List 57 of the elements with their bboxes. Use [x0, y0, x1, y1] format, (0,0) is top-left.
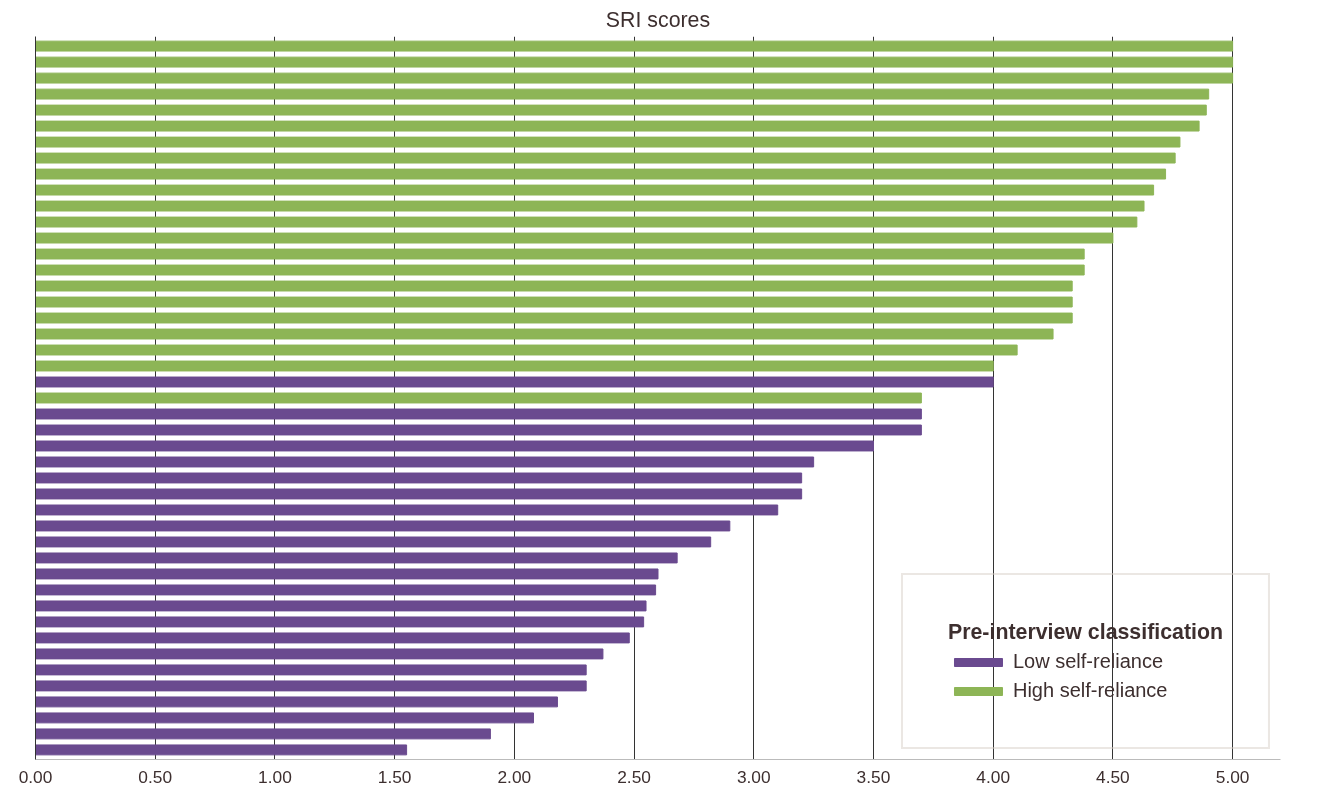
bar: [35, 472, 803, 484]
bar: [35, 120, 1200, 132]
bar: [35, 248, 1085, 260]
x-tick-label: 3.00: [736, 766, 771, 787]
x-tick-label: 5.00: [1215, 766, 1250, 787]
bar: [35, 680, 587, 692]
x-tick-label: 4.00: [976, 766, 1011, 787]
bar: [35, 712, 534, 724]
x-tick-label: 0.50: [138, 766, 173, 787]
bar: [35, 152, 1176, 164]
bar: [35, 584, 657, 596]
bar: [35, 408, 922, 420]
bar: [35, 424, 922, 436]
bar: [35, 664, 587, 676]
bar: [35, 72, 1234, 84]
bar: [35, 552, 678, 564]
x-tick-label: 2.00: [497, 766, 532, 787]
bar: [35, 232, 1114, 244]
bar: [35, 168, 1167, 180]
bar: [35, 56, 1234, 68]
bar: [35, 328, 1054, 340]
bar: [35, 616, 645, 628]
bar: [35, 40, 1234, 52]
x-tick-label: 1.00: [258, 766, 292, 787]
bar: [35, 536, 712, 548]
bar: [35, 728, 491, 740]
bar: [35, 360, 994, 372]
bar: [35, 200, 1145, 212]
bar: [35, 696, 558, 708]
bar: [35, 648, 604, 660]
bar: [35, 632, 630, 644]
bar: [35, 600, 647, 612]
bar: [35, 296, 1073, 308]
bar: [35, 264, 1085, 276]
bar: [35, 392, 922, 404]
bar: [35, 568, 659, 580]
x-tick-label: 3.50: [856, 766, 891, 787]
bar: [35, 104, 1207, 116]
x-tick-label: 2.50: [617, 766, 651, 787]
bar: [35, 504, 779, 516]
bar: [35, 136, 1181, 148]
bar: [35, 456, 815, 468]
bar: [35, 344, 1018, 356]
bar: [35, 744, 408, 756]
bar: [35, 216, 1138, 228]
x-tick-label: 1.50: [377, 766, 412, 787]
bar: [35, 440, 874, 452]
bar: [35, 88, 1210, 100]
bar: [35, 488, 803, 500]
x-tick-label: 0.00: [18, 766, 53, 787]
bar: [35, 280, 1073, 292]
x-tick-label: 4.50: [1096, 766, 1130, 787]
bar: [35, 520, 731, 532]
bar: [35, 376, 994, 388]
bar: [35, 184, 1155, 196]
bar: [35, 312, 1073, 324]
chart-title: SRI scores: [605, 7, 711, 32]
